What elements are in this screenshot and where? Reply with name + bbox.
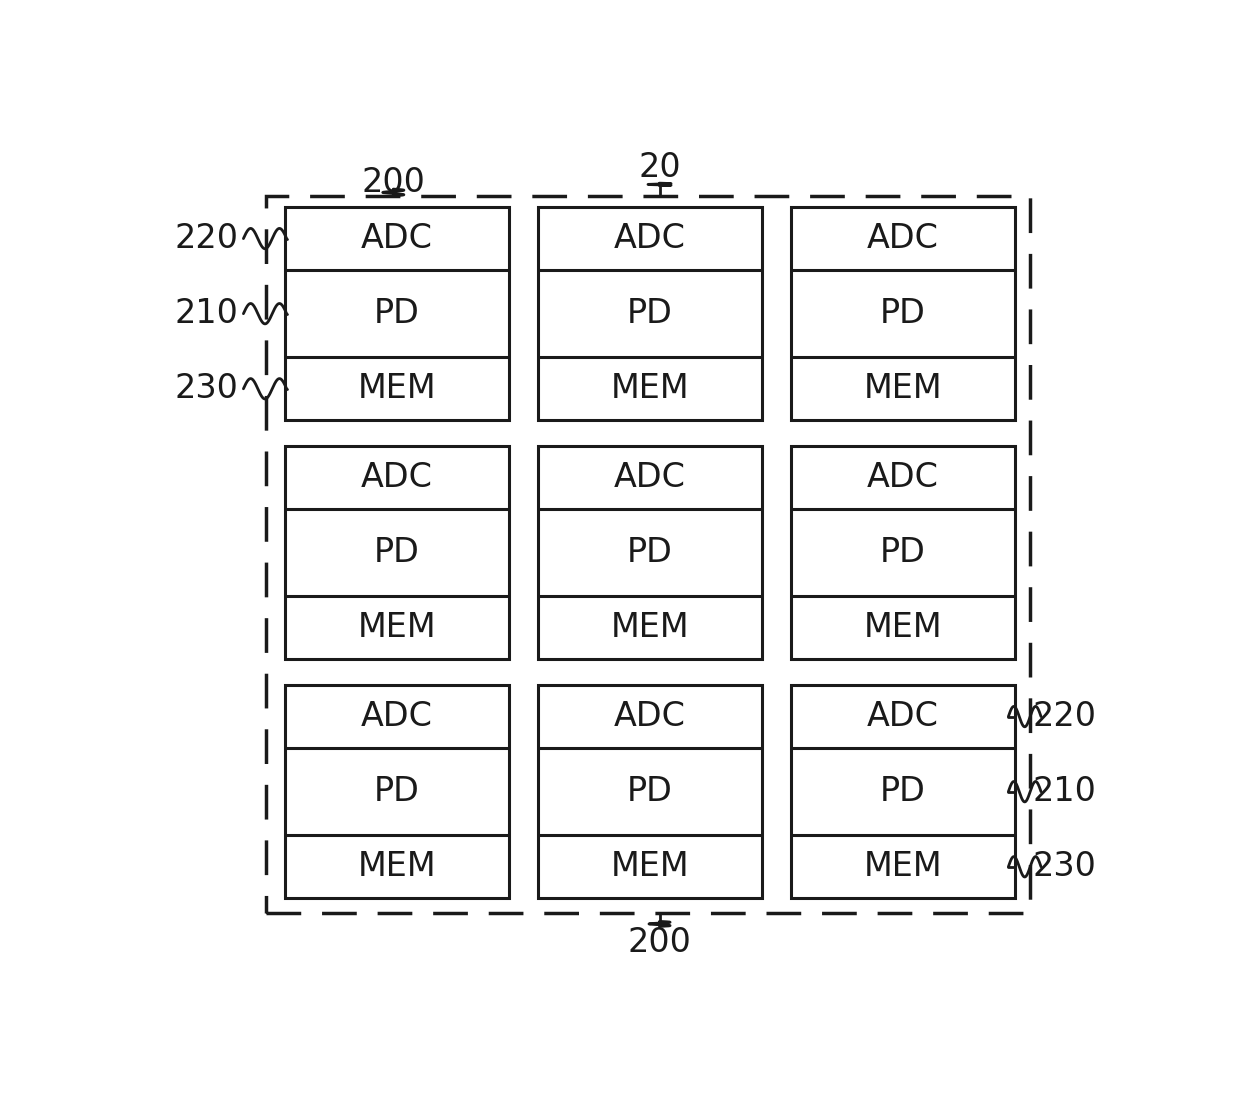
Text: 210: 210 <box>174 298 238 331</box>
Text: 220: 220 <box>1033 700 1096 733</box>
Bar <box>538 685 763 898</box>
Text: MEM: MEM <box>864 372 942 406</box>
Bar <box>791 207 1016 421</box>
Text: MEM: MEM <box>357 372 436 406</box>
Text: PD: PD <box>880 775 926 808</box>
Text: 20: 20 <box>639 151 681 184</box>
Text: PD: PD <box>627 537 673 570</box>
Text: PD: PD <box>374 537 420 570</box>
Text: PD: PD <box>880 537 926 570</box>
Bar <box>538 446 763 659</box>
Text: PD: PD <box>374 775 420 808</box>
Text: 200: 200 <box>361 166 425 199</box>
Text: MEM: MEM <box>610 851 689 884</box>
Text: 230: 230 <box>174 372 238 406</box>
Text: ADC: ADC <box>614 700 686 733</box>
Bar <box>285 446 508 659</box>
Text: ADC: ADC <box>361 461 433 494</box>
Text: ADC: ADC <box>361 700 433 733</box>
Text: PD: PD <box>627 775 673 808</box>
Text: ADC: ADC <box>867 461 939 494</box>
Text: MEM: MEM <box>610 612 689 645</box>
Text: PD: PD <box>627 298 673 331</box>
Text: 230: 230 <box>1033 851 1096 884</box>
Text: ADC: ADC <box>614 461 686 494</box>
Bar <box>265 196 1029 912</box>
Text: 210: 210 <box>1033 775 1096 808</box>
Text: MEM: MEM <box>610 372 689 406</box>
Bar <box>791 446 1016 659</box>
Text: 220: 220 <box>174 223 238 255</box>
Text: MEM: MEM <box>864 612 942 645</box>
Text: MEM: MEM <box>357 851 436 884</box>
Text: PD: PD <box>880 298 926 331</box>
Bar <box>285 207 508 421</box>
Text: ADC: ADC <box>614 223 686 255</box>
Bar <box>791 685 1016 898</box>
Bar <box>285 685 508 898</box>
Text: MEM: MEM <box>864 851 942 884</box>
Text: ADC: ADC <box>867 223 939 255</box>
Text: PD: PD <box>374 298 420 331</box>
Text: MEM: MEM <box>357 612 436 645</box>
Text: ADC: ADC <box>361 223 433 255</box>
Text: ADC: ADC <box>867 700 939 733</box>
Text: 200: 200 <box>627 926 692 959</box>
Bar <box>538 207 763 421</box>
